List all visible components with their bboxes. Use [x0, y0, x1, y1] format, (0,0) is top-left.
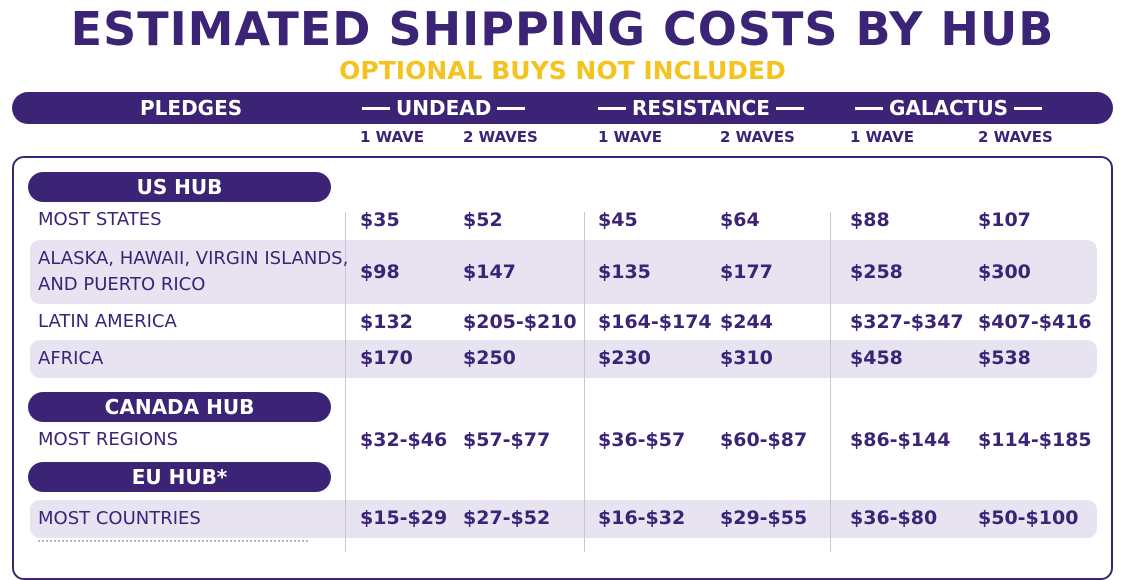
hub-pill-us: US HUB [28, 172, 331, 202]
cell-value: $36-$80 [850, 507, 938, 529]
cell-value: $230 [598, 347, 651, 369]
dash-left [362, 106, 390, 110]
cell-value: $36-$57 [598, 429, 686, 451]
page-subtitle: OPTIONAL BUYS NOT INCLUDED [339, 56, 786, 85]
cell-value: $107 [978, 209, 1031, 231]
wave-label-undead-1: 1 WAVE [360, 128, 424, 146]
cell-value: $57-$77 [463, 429, 551, 451]
row-label: AFRICA [38, 348, 104, 369]
cell-value: $458 [850, 347, 903, 369]
cell-value: $52 [463, 209, 503, 231]
cell-value: $45 [598, 209, 638, 231]
cell-value: $98 [360, 261, 400, 283]
header-group-label: UNDEAD [396, 96, 492, 120]
dash-right [497, 106, 526, 110]
dash-right [775, 106, 804, 110]
cell-value: $50-$100 [978, 507, 1079, 529]
cell-value: $177 [720, 261, 773, 283]
cell-value: $60-$87 [720, 429, 808, 451]
row-stripe [30, 240, 1097, 304]
cell-value: $244 [720, 311, 773, 333]
header-group-galactus: GALACTUS [855, 92, 1043, 124]
cell-value: $170 [360, 347, 413, 369]
cell-value: $258 [850, 261, 903, 283]
row-label: MOST COUNTRIES [38, 508, 201, 529]
table-header-bar [12, 92, 1113, 124]
dash-right [1014, 106, 1043, 110]
wave-label-galactus-2: 2 WAVES [978, 128, 1053, 146]
header-group-label: RESISTANCE [632, 96, 770, 120]
cell-value: $86-$144 [850, 429, 951, 451]
cell-value: $32-$46 [360, 429, 448, 451]
page-title: ESTIMATED SHIPPING COSTS BY HUB [70, 2, 1055, 56]
wave-label-undead-2: 2 WAVES [463, 128, 538, 146]
cell-value: $16-$32 [598, 507, 686, 529]
cell-value: $135 [598, 261, 651, 283]
cell-value: $327-$347 [850, 311, 964, 333]
cut-off-row [38, 540, 308, 548]
hub-pill-eu: EU HUB* [28, 462, 331, 492]
header-group-resistance: RESISTANCE [598, 92, 804, 124]
row-label: MOST STATES [38, 209, 162, 230]
dash-left [855, 106, 883, 110]
row-label: MOST REGIONS [38, 429, 179, 450]
row-stripe [30, 500, 1097, 538]
cell-value: $300 [978, 261, 1031, 283]
cell-value: $35 [360, 209, 400, 231]
row-label-line-1: ALASKA, HAWAII, VIRGIN ISLANDS, [38, 248, 349, 269]
wave-label-galactus-1: 1 WAVE [850, 128, 914, 146]
cell-value: $15-$29 [360, 507, 448, 529]
cell-value: $29-$55 [720, 507, 808, 529]
row-label-line-2: AND PUERTO RICO [38, 274, 206, 295]
wave-label-resistance-2: 2 WAVES [720, 128, 795, 146]
dash-left [598, 106, 626, 110]
header-group-undead: UNDEAD [362, 92, 526, 124]
cell-value: $407-$416 [978, 311, 1092, 333]
cell-value: $250 [463, 347, 516, 369]
cell-value: $114-$185 [978, 429, 1092, 451]
cell-value: $164-$174 [598, 311, 712, 333]
header-group-label: GALACTUS [889, 96, 1009, 120]
row-label: LATIN AMERICA [38, 311, 177, 332]
cell-value: $310 [720, 347, 773, 369]
column-divider [345, 212, 346, 552]
cell-value: $132 [360, 311, 413, 333]
cell-value: $88 [850, 209, 890, 231]
hub-pill-canada: CANADA HUB [28, 392, 331, 422]
cell-value: $538 [978, 347, 1031, 369]
cell-value: $147 [463, 261, 516, 283]
column-divider [830, 212, 831, 552]
cell-value: $27-$52 [463, 507, 551, 529]
row-stripe [30, 340, 1097, 378]
cell-value: $205-$210 [463, 311, 577, 333]
wave-label-resistance-1: 1 WAVE [598, 128, 662, 146]
cell-value: $64 [720, 209, 760, 231]
header-pledges: PLEDGES [140, 96, 243, 120]
column-divider [584, 212, 585, 552]
